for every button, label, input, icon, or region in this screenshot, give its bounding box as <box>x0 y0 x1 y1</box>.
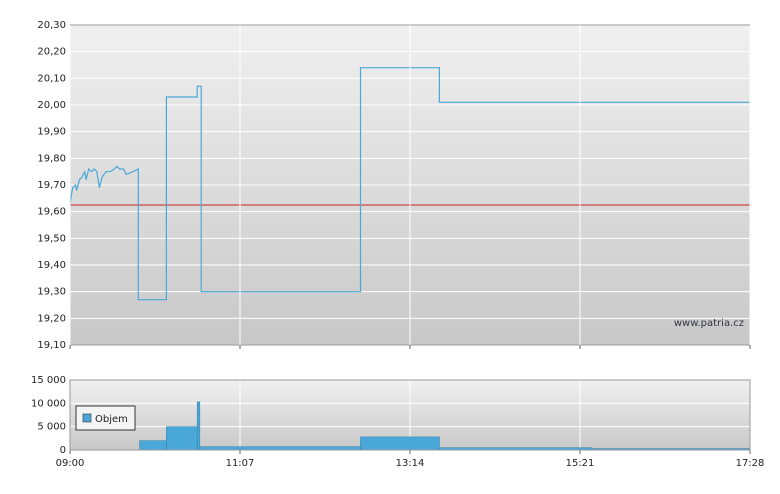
y-tick-label: 19,80 <box>37 153 66 164</box>
watermark: www.patria.cz <box>674 318 744 329</box>
legend-label: Objem <box>95 414 128 425</box>
y-tick-label: 19,40 <box>37 260 66 271</box>
y-tick-label: 5 000 <box>37 422 66 433</box>
y-tick-label: 20,20 <box>37 47 66 58</box>
y-tick-label: 15 000 <box>31 375 66 386</box>
y-tick-label: 0 <box>60 445 66 456</box>
y-tick-label: 19,30 <box>37 287 66 298</box>
x-tick-label: 11:07 <box>226 458 255 469</box>
x-tick-label: 09:00 <box>56 458 85 469</box>
y-tick-label: 19,20 <box>37 313 66 324</box>
plot-border <box>69 379 751 451</box>
y-tick-label: 19,90 <box>37 127 66 138</box>
y-tick-label: 10 000 <box>31 398 66 409</box>
y-tick-label: 19,50 <box>37 233 66 244</box>
x-tick-label: 15:21 <box>566 458 595 469</box>
y-tick-label: 20,10 <box>37 73 66 84</box>
y-tick-label: 20,00 <box>37 100 66 111</box>
volume-bar <box>360 436 440 451</box>
volume-bar <box>139 440 167 451</box>
y-tick-label: 19,60 <box>37 207 66 218</box>
x-tick-label: 13:14 <box>396 458 425 469</box>
x-tick-label: 17:28 <box>736 458 765 469</box>
price-line <box>69 67 750 301</box>
volume-bar <box>166 426 198 451</box>
y-tick-label: 19,70 <box>37 180 66 191</box>
volume-bar <box>196 401 201 451</box>
y-tick-label: 20,30 <box>37 20 66 31</box>
legend-swatch <box>82 413 92 423</box>
y-tick-label: 19,10 <box>37 340 66 351</box>
